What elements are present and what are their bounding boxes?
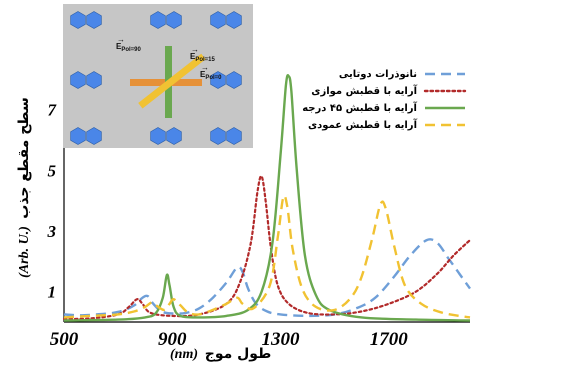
x-axis-label: طول موج: [205, 346, 272, 362]
nanoparticle-hexagon: [166, 127, 182, 145]
series-line-3: [63, 194, 471, 319]
legend-label-3: آرایه با قطبش عمودی: [308, 118, 418, 131]
nanoparticle-hexagon: [70, 71, 86, 89]
legend: نانوذرات دوتایی آرایه با قطبش موازی آرایه …: [302, 69, 467, 131]
inset-label-pol0: EPol=0: [200, 70, 222, 81]
x-tick-label: 1700: [370, 329, 409, 350]
nanoparticle-hexagon: [70, 127, 86, 145]
inset-labels: EPol=90 EPol=15 EPol=0 → → →: [116, 35, 222, 81]
series-line-1: [62, 175, 472, 321]
nanoparticle-hexagon: [86, 71, 102, 89]
y-axis-label: سطح مقطع جذب: [16, 97, 32, 218]
inset-polarization-diagram: EPol=90 EPol=15 EPol=0 → → →: [63, 4, 253, 148]
legend-label-1: آرایه با قطبش موازی: [311, 84, 417, 97]
legend-label-0: نانوذرات دوتایی: [339, 69, 417, 80]
x-tick-labels: 500 900 1300 1700: [50, 329, 409, 350]
nanoparticle-hexagon: [226, 11, 242, 29]
x-tick-label: 500: [50, 329, 79, 350]
nanoparticle-hexagon: [86, 11, 102, 29]
y-tick-label: 5: [48, 161, 57, 180]
inset-vec-mark-90: →: [117, 35, 125, 44]
nanoparticle-hexagon: [210, 71, 226, 89]
inset-vec-mark-15: →: [191, 45, 199, 54]
polarization-arrow-15: [138, 53, 206, 109]
nanoparticle-hexagon: [166, 11, 182, 29]
y-axis-title: (Arb. U.) سطح مقطع جذب: [16, 97, 32, 278]
x-axis-unit: (nm): [170, 347, 198, 362]
y-tick-label: 7: [48, 101, 58, 120]
series-line-0: [63, 238, 471, 318]
x-tick-label: 900: [158, 329, 187, 350]
x-axis-title: (nm) طول موج: [170, 346, 271, 362]
nanoparticle-hexagon: [70, 11, 86, 29]
y-tick-label: 3: [47, 222, 57, 241]
nanoparticle-hexagon: [210, 11, 226, 29]
inset-nanoparticle-array: [70, 11, 242, 145]
polarization-arrows: [130, 46, 206, 118]
y-axis-unit: (Arb. U.): [17, 226, 32, 278]
legend-label-2: آرایه با قطبش ۴۵ درجه: [302, 101, 417, 114]
inset-vec-mark-0: →: [201, 63, 209, 72]
nanoparticle-hexagon: [210, 127, 226, 145]
y-tick-labels: 1 3 5 7: [47, 101, 58, 302]
series-line-2: [63, 73, 471, 322]
nanoparticle-hexagon: [150, 11, 166, 29]
nanoparticle-hexagon: [86, 127, 102, 145]
nanoparticle-hexagon: [150, 127, 166, 145]
nanoparticle-hexagon: [226, 71, 242, 89]
nanoparticle-hexagon: [226, 127, 242, 145]
inset-label-pol90: EPol=90: [116, 42, 142, 53]
y-tick-label: 1: [48, 283, 57, 302]
x-tick-label: 1300: [262, 329, 301, 350]
inset-label-pol15: EPol=15: [190, 52, 216, 63]
series-layer: [62, 73, 472, 322]
